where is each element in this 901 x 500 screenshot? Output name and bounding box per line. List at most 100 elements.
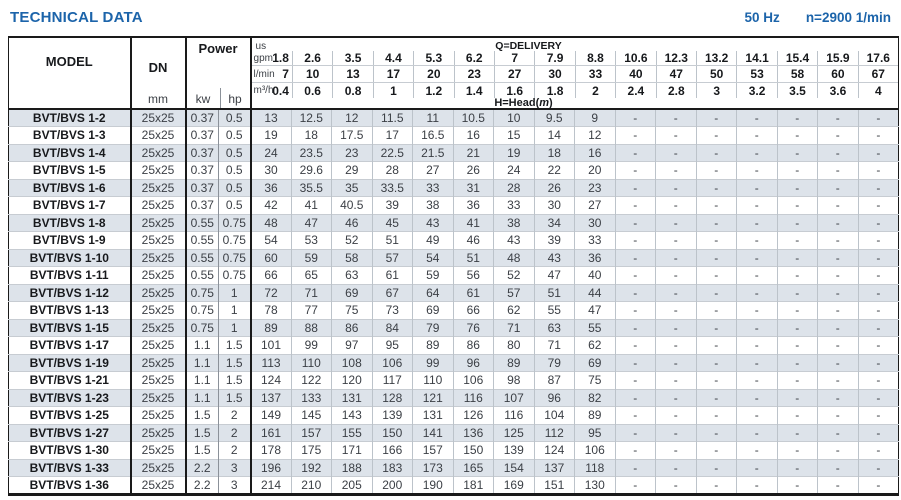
head-value-cell: - [615,196,657,214]
table-row: BVT/BVS 1-33 25x25 2.2 3 196 192 188 183 173 165 1… [8,458,899,477]
dn-label: DN [148,60,168,75]
frequency-label: 50 Hz [744,10,780,25]
delivery-value-cell: 3.6 [817,83,857,98]
head-value-cell: 18 [291,126,333,144]
head-value-cell: - [615,231,657,249]
head-value-cell: - [655,231,697,249]
head-value-cell: 124 [534,441,576,459]
technical-data-table: MODEL DN mm Power kw hp us [8,36,900,496]
head-value-cell: - [736,266,778,284]
head-value-cell: 113 [250,353,292,372]
head-value-cell: 71 [291,283,333,302]
delivery-value-cell: 14.1 [736,51,776,65]
head-value-cell: - [817,423,859,442]
head-value-cell: - [817,318,859,337]
head-value-cell: 48 [250,213,292,232]
head-value-cell: 137 [250,388,292,407]
power-label: Power [198,41,238,56]
head-value-cell: 11 [412,109,454,127]
head-value-cell: 46 [453,231,495,249]
head-value-cell: 62 [574,336,616,354]
head-value-cell: 62 [493,301,535,319]
head-value-cell: - [615,476,657,494]
head-value-cell: 183 [372,458,414,477]
head-value-cell: - [736,143,778,162]
head-value-cell: 43 [534,248,576,267]
head-value-cell: - [615,283,657,302]
delivery-value-cell: 5.3 [413,51,453,65]
head-value-cell: - [817,353,859,372]
head-value-cell: - [655,301,697,319]
hp-cell: 2 [218,423,252,442]
head-value-cell: - [615,178,657,197]
head-value-cell: 23.5 [291,143,333,162]
head-value-cell: 10 [493,109,535,127]
head-value-cell: - [696,318,738,337]
dn-cell: 25x25 [130,301,187,319]
kw-cell: 1.5 [185,423,219,442]
model-cell: BVT/BVS 1-11 [8,266,132,284]
delivery-value-cell: 0.8 [332,83,372,98]
head-value-cell: - [696,301,738,319]
hp-cell: 1 [218,301,252,319]
head-value-cell: - [817,476,859,494]
head-value-cell: - [777,161,819,179]
head-value-cell: - [858,266,899,284]
hp-cell: 0.5 [218,178,252,197]
head-value-cell: 150 [372,423,414,442]
head-value-cell: 157 [291,423,333,442]
head-value-cell: 69 [331,283,373,302]
head-value-cell: 31 [453,178,495,197]
head-value-cell: 33.5 [372,178,414,197]
head-value-cell: - [777,109,819,127]
head-value-cell: 71 [493,318,535,337]
dn-cell: 25x25 [130,371,187,389]
hp-cell: 1.5 [218,371,252,389]
table-row: BVT/BVS 1-19 25x25 1.1 1.5 113 110 108 106 99 96 8… [8,353,899,372]
head-value-cell: - [777,388,819,407]
kw-cell: 0.75 [185,318,219,337]
dn-unit-label: mm [148,92,168,106]
delivery-value-cell: gpm 1.8 [252,51,292,65]
head-value-cell: - [736,161,778,179]
speed-label: n=2900 1/min [805,10,891,25]
head-value-cell: 98 [493,371,535,389]
head-value-cell: 59 [291,248,333,267]
dn-cell: 25x25 [130,161,187,179]
head-value-cell: - [696,353,738,372]
dn-cell: 25x25 [130,143,187,162]
head-value-cell: 24 [493,161,535,179]
head-value-cell: 89 [250,318,292,337]
delivery-value-cell: 3.5 [776,83,817,98]
head-value-cell: - [736,231,778,249]
head-value-cell: - [696,476,738,494]
head-value-cell: - [777,143,819,162]
model-cell: BVT/BVS 1-8 [8,213,132,232]
head-value-cell: - [777,406,819,424]
head-value-cell: - [696,388,738,407]
head-value-cell: 205 [331,476,373,494]
head-value-cell: 36 [574,248,616,267]
head-value-cell: - [655,143,697,162]
delivery-value-cell: 1.2 [413,83,453,98]
kw-cell: 0.37 [185,109,219,127]
delivery-value-cell: 47 [655,66,696,82]
head-value-cell: 96 [534,388,576,407]
model-cell: BVT/BVS 1-9 [8,231,132,249]
head-value-cell: 143 [331,406,373,424]
model-cell: BVT/BVS 1-2 [8,109,132,127]
head-value-cell: 33 [574,231,616,249]
head-value-cell: - [858,161,899,179]
head-value-cell: 125 [493,423,535,442]
head-value-cell: 78 [250,301,292,319]
head-value-cell: 19 [250,126,292,144]
head-value-cell: 41 [453,213,495,232]
head-value-cell: 112 [534,423,576,442]
model-cell: BVT/BVS 1-3 [8,126,132,144]
head-value-cell: 141 [412,423,454,442]
head-value-cell: - [615,161,657,179]
hp-cell: 0.5 [218,161,252,179]
head-value-cell: - [858,283,899,302]
hp-cell: 0.5 [218,126,252,144]
table-row: BVT/BVS 1-15 25x25 0.75 1 89 88 86 84 79 76 71 63 55… [8,318,899,337]
